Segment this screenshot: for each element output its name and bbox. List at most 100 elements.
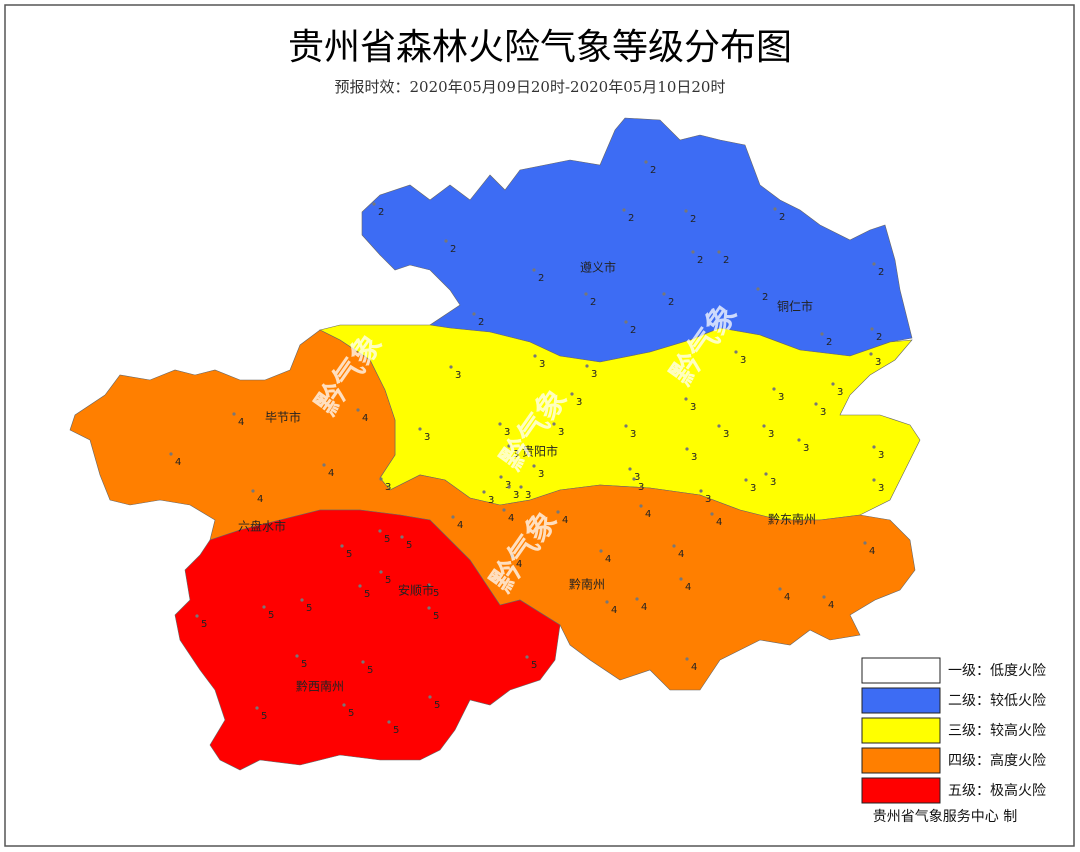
station-level: 5 [433, 588, 439, 599]
station-level: 5 [348, 708, 354, 719]
station-dot [778, 587, 782, 591]
station-level: 2 [538, 273, 544, 284]
station-dot [632, 477, 636, 481]
station-dot [356, 408, 360, 412]
station-level: 3 [424, 432, 430, 443]
station-level: 4 [175, 457, 181, 468]
city-label: 遵义市 [580, 260, 616, 275]
station-level: 2 [450, 244, 456, 255]
station-dot [585, 364, 589, 368]
station-level: 4 [328, 468, 334, 479]
station-dot [872, 478, 876, 482]
legend-swatch [861, 777, 941, 804]
station-level: 3 [525, 490, 531, 501]
station-dot [195, 614, 199, 618]
station-dot [262, 605, 266, 609]
station-level: 3 [634, 472, 640, 483]
station-level: 2 [876, 332, 882, 343]
city-label: 六盘水市 [238, 519, 286, 534]
legend-swatch [861, 657, 941, 684]
station-dot [400, 535, 404, 539]
station-level: 3 [878, 483, 884, 494]
city-label: 铜仁市 [777, 299, 813, 314]
station-level: 3 [820, 407, 826, 418]
station-level: 5 [201, 619, 207, 630]
station-dot [684, 397, 688, 401]
station-dot [710, 512, 714, 516]
station-level: 2 [478, 317, 484, 328]
station-dot [502, 508, 506, 512]
station-dot [605, 600, 609, 604]
legend-label: 三级：较高火险 [948, 722, 1046, 739]
station-level: 5 [367, 665, 373, 676]
station-level: 5 [301, 659, 307, 670]
station-level: 2 [826, 337, 832, 348]
station-dot [624, 320, 628, 324]
station-level: 3 [750, 483, 756, 494]
subtitle: 预报时效：2020年05月09日20时-2020年05月10日20时 [335, 78, 726, 96]
station-dot [379, 570, 383, 574]
city-label: 毕节市 [265, 410, 301, 425]
station-dot [498, 422, 502, 426]
station-level: 4 [828, 600, 834, 611]
station-level: 3 [576, 397, 582, 408]
city-label: 黔西南州 [296, 679, 344, 694]
station-dot [622, 208, 626, 212]
station-level: 5 [346, 549, 352, 560]
station-dot [552, 422, 556, 426]
zones [69, 117, 921, 771]
station-level: 3 [539, 359, 545, 370]
station-level: 4 [508, 513, 514, 524]
station-dot [635, 597, 639, 601]
station-dot [734, 350, 738, 354]
station-dot [717, 424, 721, 428]
station-level: 3 [690, 402, 696, 413]
station-dot [820, 332, 824, 336]
station-level: 5 [433, 611, 439, 622]
station-dot [822, 595, 826, 599]
station-dot [525, 655, 529, 659]
station-level: 2 [690, 214, 696, 225]
station-dot [379, 477, 383, 481]
station-dot [831, 382, 835, 386]
station-dot [427, 583, 431, 587]
station-level: 5 [384, 534, 390, 545]
legend-label: 五级：极高火险 [948, 782, 1046, 799]
station-level: 4 [784, 592, 790, 603]
station-dot [556, 510, 560, 514]
station-dot [372, 202, 376, 206]
station-level: 5 [261, 711, 267, 722]
station-level: 3 [455, 370, 461, 381]
station-level: 3 [768, 429, 774, 440]
station-level: 3 [837, 387, 843, 398]
station-dot [340, 544, 344, 548]
station-level: 5 [364, 589, 370, 600]
station-dot [232, 412, 236, 416]
station-level: 3 [385, 482, 391, 493]
station-dot [251, 489, 255, 493]
station-dot [869, 352, 873, 356]
station-dot [499, 475, 503, 479]
zone-level-4 [69, 329, 916, 691]
station-dot [872, 445, 876, 449]
station-dot [482, 490, 486, 494]
station-level: 4 [685, 582, 691, 593]
station-level: 2 [650, 165, 656, 176]
station-level: 4 [678, 549, 684, 560]
legend-swatch [861, 717, 941, 744]
station-dot [744, 478, 748, 482]
station-dot [599, 549, 603, 553]
station-level: 4 [516, 559, 522, 570]
station-dot [444, 239, 448, 243]
station-dot [532, 268, 536, 272]
station-level: 3 [488, 495, 494, 506]
station-level: 3 [638, 482, 644, 493]
station-dot [624, 424, 628, 428]
station-level: 4 [645, 509, 651, 520]
station-dot [169, 452, 173, 456]
station-level: 3 [630, 429, 636, 440]
map-title: 贵州省森林火险气象等级分布图 [288, 27, 792, 68]
station-dot [872, 262, 876, 266]
